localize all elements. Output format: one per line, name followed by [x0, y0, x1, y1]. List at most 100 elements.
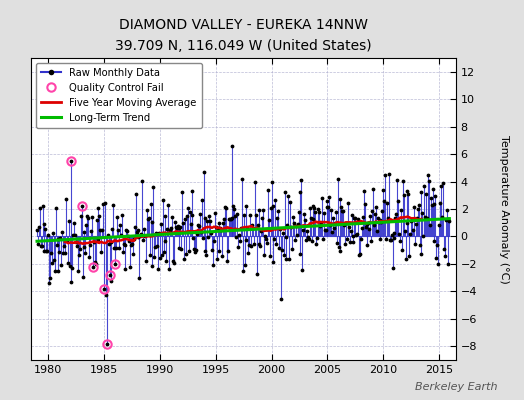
- Point: [354, 215, 362, 222]
- Point: [369, 186, 377, 192]
- Point: [155, 230, 163, 236]
- Point: [183, 212, 191, 219]
- Point: [372, 204, 380, 211]
- Point: [41, 226, 50, 232]
- Point: [357, 236, 365, 242]
- Point: [412, 214, 421, 221]
- Point: [149, 184, 158, 190]
- Point: [194, 222, 202, 228]
- Point: [282, 234, 291, 240]
- Point: [347, 212, 356, 218]
- Point: [209, 262, 217, 268]
- Point: [55, 249, 63, 255]
- Point: [279, 230, 287, 236]
- Point: [321, 227, 330, 233]
- Point: [179, 220, 188, 226]
- Point: [267, 205, 275, 212]
- Point: [83, 213, 92, 219]
- Point: [346, 228, 355, 234]
- Point: [254, 240, 263, 247]
- Point: [198, 197, 206, 204]
- Point: [170, 260, 178, 266]
- Point: [161, 213, 170, 220]
- Point: [335, 248, 344, 254]
- Point: [67, 158, 75, 164]
- Point: [337, 204, 346, 210]
- Point: [290, 220, 298, 226]
- Point: [111, 261, 119, 267]
- Point: [379, 187, 387, 194]
- Point: [402, 188, 411, 194]
- Point: [384, 215, 392, 221]
- Point: [249, 225, 257, 232]
- Point: [129, 250, 137, 257]
- Point: [341, 241, 350, 247]
- Point: [214, 220, 223, 226]
- Point: [428, 202, 436, 209]
- Point: [441, 217, 450, 223]
- Point: [261, 233, 269, 239]
- Point: [106, 278, 115, 284]
- Point: [212, 224, 220, 230]
- Point: [119, 240, 128, 247]
- Point: [46, 275, 54, 282]
- Point: [47, 250, 55, 256]
- Point: [136, 233, 145, 239]
- Point: [137, 231, 146, 238]
- Point: [315, 209, 323, 216]
- Point: [176, 224, 184, 230]
- Point: [291, 222, 300, 229]
- Point: [259, 207, 267, 213]
- Point: [242, 203, 250, 209]
- Point: [93, 205, 102, 211]
- Point: [158, 197, 167, 204]
- Point: [390, 235, 399, 242]
- Point: [436, 200, 444, 206]
- Point: [272, 240, 280, 247]
- Point: [294, 209, 303, 216]
- Text: Berkeley Earth: Berkeley Earth: [416, 382, 498, 392]
- Point: [378, 208, 387, 214]
- Point: [189, 235, 198, 241]
- Point: [387, 232, 396, 238]
- Point: [320, 210, 328, 217]
- Point: [353, 231, 362, 237]
- Point: [339, 208, 347, 214]
- Point: [434, 261, 442, 267]
- Point: [109, 202, 117, 208]
- Point: [225, 216, 234, 222]
- Point: [141, 258, 150, 264]
- Point: [265, 216, 273, 223]
- Point: [141, 233, 149, 239]
- Point: [329, 215, 337, 221]
- Point: [409, 227, 417, 234]
- Point: [300, 210, 308, 217]
- Point: [427, 195, 435, 202]
- Point: [429, 238, 438, 244]
- Point: [223, 258, 231, 264]
- Point: [278, 247, 286, 254]
- Point: [365, 226, 374, 232]
- Point: [229, 202, 237, 209]
- Point: [374, 214, 382, 221]
- Point: [424, 178, 433, 184]
- Point: [45, 280, 53, 286]
- Point: [117, 212, 126, 218]
- Point: [342, 220, 350, 226]
- Point: [44, 232, 52, 238]
- Point: [114, 226, 122, 233]
- Point: [412, 220, 420, 227]
- Point: [138, 178, 146, 184]
- Point: [283, 222, 291, 228]
- Point: [316, 223, 324, 229]
- Point: [168, 214, 176, 220]
- Point: [38, 243, 46, 249]
- Point: [50, 268, 59, 274]
- Point: [327, 207, 335, 213]
- Point: [190, 246, 199, 252]
- Point: [245, 242, 254, 248]
- Point: [287, 224, 296, 230]
- Point: [366, 213, 375, 219]
- Point: [58, 228, 67, 235]
- Point: [180, 256, 188, 262]
